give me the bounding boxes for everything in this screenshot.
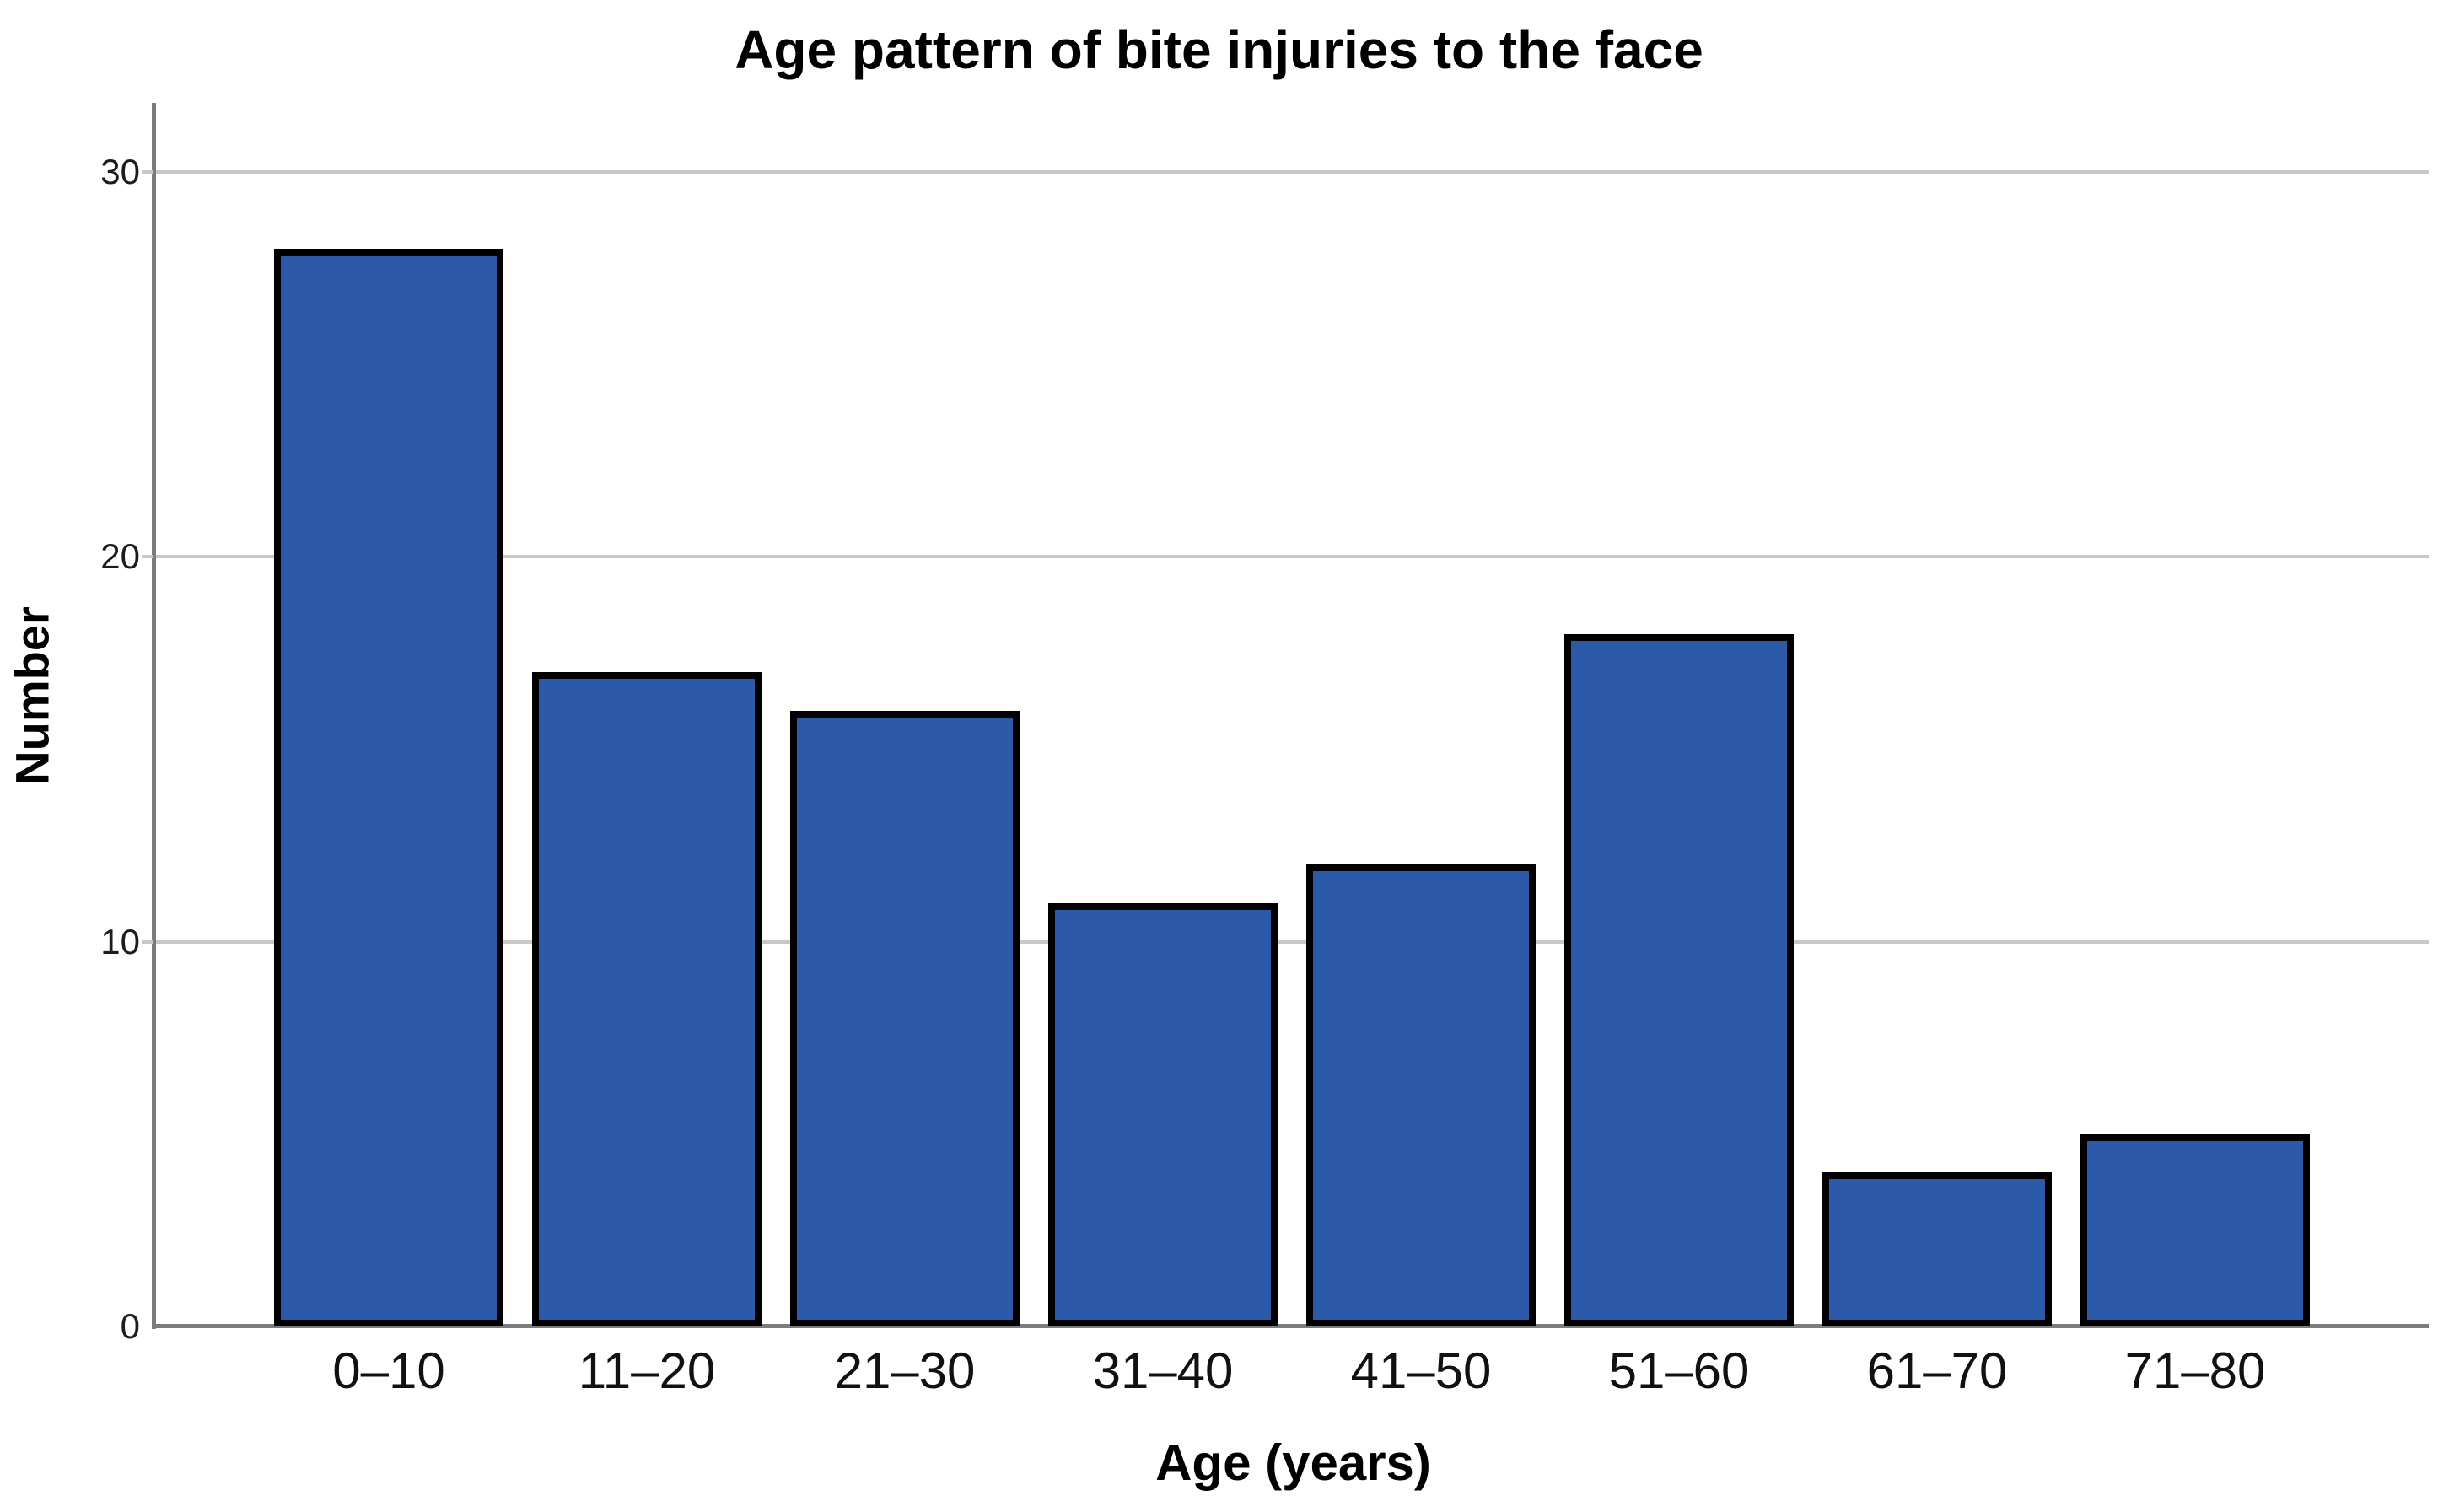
bar-11-20: [532, 672, 762, 1326]
bar-61-70: [1822, 1172, 2052, 1326]
bar-0-10: [274, 249, 503, 1326]
y-tick-mark-30: [142, 170, 153, 175]
gridline-30: [156, 170, 2429, 175]
x-tick-label-11-20: 11–20: [578, 1343, 716, 1399]
y-tick-mark-10: [142, 939, 153, 944]
x-axis-title: Age (years): [1155, 1434, 1431, 1491]
x-tick-label-51-60: 51–60: [1608, 1343, 1750, 1399]
bar-41-50: [1306, 864, 1536, 1326]
x-tick-label-21-30: 21–30: [834, 1343, 976, 1399]
y-tick-label-30: 30: [100, 152, 140, 192]
y-axis-title: Number: [5, 606, 59, 785]
x-tick-label-31-40: 31–40: [1092, 1343, 1234, 1399]
chart-title: Age pattern of bite injuries to the face: [735, 19, 1703, 80]
gridline-20: [156, 555, 2429, 559]
bar-21-30: [790, 711, 1020, 1326]
plot-area: [152, 103, 2429, 1329]
gridline-10: [156, 939, 2429, 944]
y-tick-label-0: 0: [120, 1306, 140, 1346]
x-tick-label-41-50: 41–50: [1350, 1343, 1492, 1399]
x-tick-label-71-80: 71–80: [2124, 1343, 2266, 1399]
y-tick-label-10: 10: [100, 921, 140, 961]
y-tick-label-20: 20: [100, 536, 140, 577]
x-tick-label-61-70: 61–70: [1866, 1343, 2008, 1399]
bar-31-40: [1048, 903, 1278, 1326]
y-tick-mark-20: [142, 555, 153, 559]
x-axis-line: [152, 1324, 2429, 1328]
x-tick-label-0-10: 0–10: [332, 1343, 445, 1399]
bar-51-60: [1564, 634, 1794, 1326]
y-axis-line: [152, 103, 156, 1329]
bar-71-80: [2080, 1134, 2310, 1326]
